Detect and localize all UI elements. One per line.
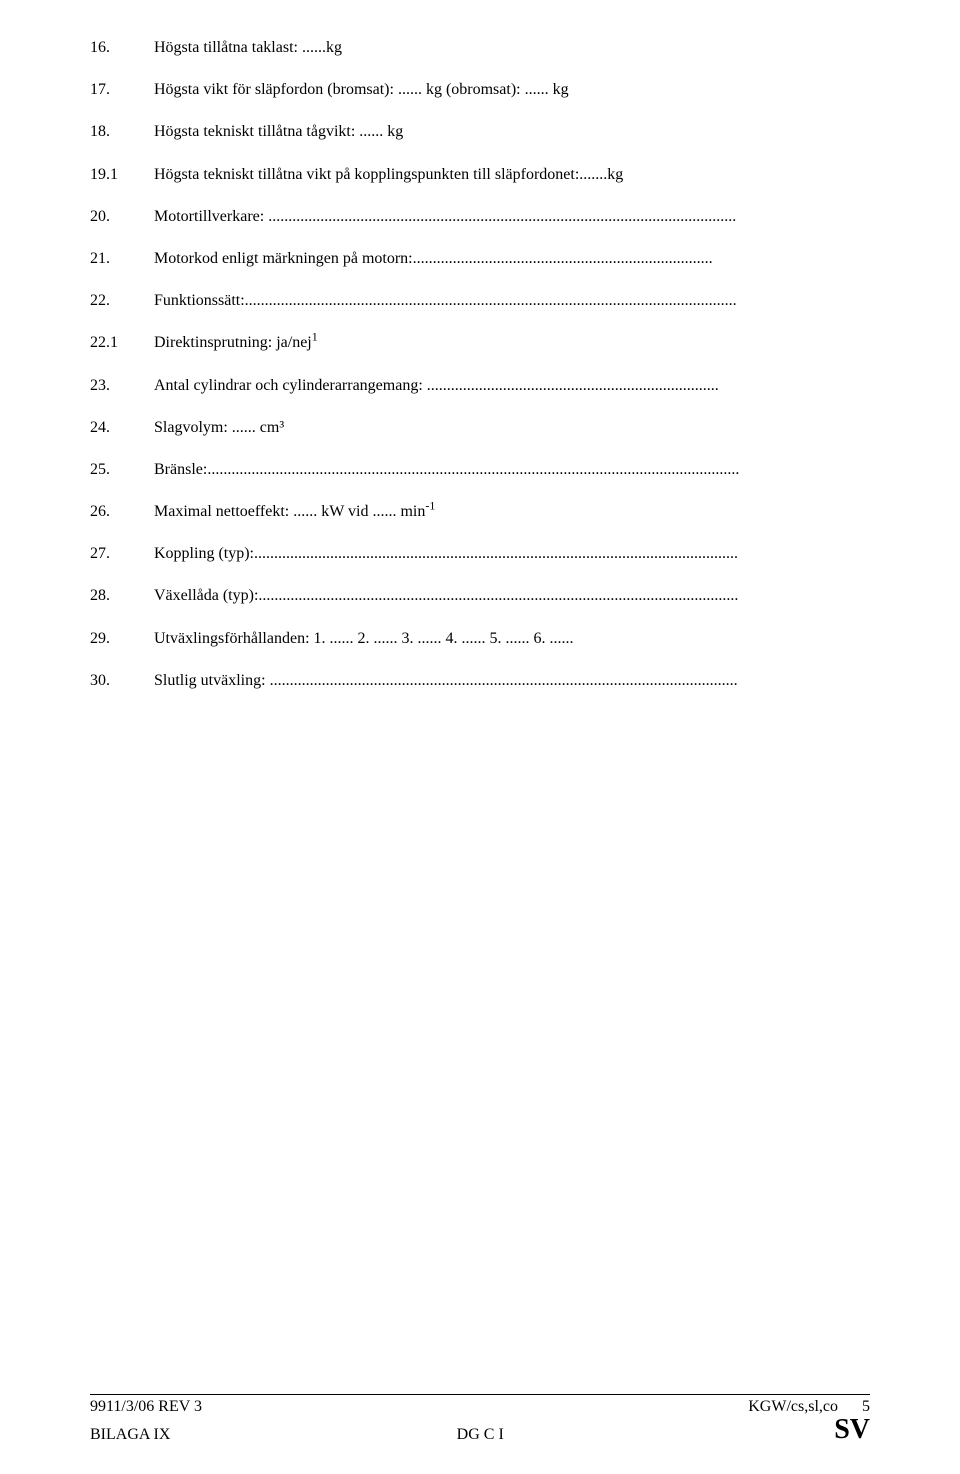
entry-number: 22. [90,289,154,312]
entries-list: 16.Högsta tillåtna taklast: ......kg17.H… [90,36,870,692]
entry-text: Antal cylindrar och cylinderarrangemang:… [154,374,870,397]
entry-number: 18. [90,120,154,143]
entry-text: Direktinsprutning: ja/nej1 [154,331,870,354]
list-item: 29.Utväxlingsförhållanden: 1. ...... 2. … [90,627,870,650]
entry-text: Högsta tekniskt tillåtna tågvikt: ......… [154,120,870,143]
footer-divider [90,1394,870,1395]
list-item: 19.1Högsta tekniskt tillåtna vikt på kop… [90,163,870,186]
entry-number: 27. [90,542,154,565]
list-item: 27.Koppling (typ):......................… [90,542,870,565]
entry-text: Växellåda (typ):........................… [154,584,870,607]
entry-number: 24. [90,416,154,439]
entry-text: Högsta tekniskt tillåtna vikt på kopplin… [154,163,870,186]
page-footer: 9911/3/06 REV 3 KGW/cs,sl,co 5 BILAGA IX… [90,1394,870,1444]
entry-number: 20. [90,205,154,228]
entry-number: 21. [90,247,154,270]
list-item: 22.Funktionssätt:.......................… [90,289,870,312]
list-item: 28.Växellåda (typ):.....................… [90,584,870,607]
footer-ref: 9911/3/06 REV 3 [90,1398,202,1416]
entry-number: 30. [90,669,154,692]
list-item: 18.Högsta tekniskt tillåtna tågvikt: ...… [90,120,870,143]
entry-number: 22.1 [90,331,154,354]
entry-number: 16. [90,36,154,59]
list-item: 24.Slagvolym: ...... cm³ [90,416,870,439]
list-item: 20.Motortillverkare: ...................… [90,205,870,228]
list-item: 21.Motorkod enligt märkningen på motorn:… [90,247,870,270]
entry-number: 23. [90,374,154,397]
list-item: 26.Maximal nettoeffekt: ...... kW vid ..… [90,500,870,523]
entry-text: Motorkod enligt märkningen på motorn:...… [154,247,870,270]
list-item: 22.1Direktinsprutning: ja/nej1 [90,331,870,354]
list-item: 25.Bränsle:.............................… [90,458,870,481]
entry-number: 19.1 [90,163,154,186]
entry-number: 17. [90,78,154,101]
entry-text: Slagvolym: ...... cm³ [154,416,870,439]
entry-text: Bränsle:................................… [154,458,870,481]
entry-text: Motortillverkare: ......................… [154,205,870,228]
entry-number: 28. [90,584,154,607]
list-item: 30.Slutlig utväxling: ..................… [90,669,870,692]
entry-text: Högsta vikt för släpfordon (bromsat): ..… [154,78,870,101]
list-item: 17.Högsta vikt för släpfordon (bromsat):… [90,78,870,101]
entry-text: Högsta tillåtna taklast: ......kg [154,36,870,59]
entry-number: 29. [90,627,154,650]
entry-text: Maximal nettoeffekt: ...... kW vid .....… [154,500,870,523]
entry-text: Utväxlingsförhållanden: 1. ...... 2. ...… [154,627,870,650]
entry-text: Koppling (typ):.........................… [154,542,870,565]
entry-number: 26. [90,500,154,523]
footer-code: KGW/cs,sl,co [748,1398,838,1416]
list-item: 16.Högsta tillåtna taklast: ......kg [90,36,870,59]
footer-lang: SV [834,1414,870,1445]
list-item: 23.Antal cylindrar och cylinderarrangema… [90,374,870,397]
entry-text: Slutlig utväxling: .....................… [154,669,870,692]
footer-dept: DG C I [170,1426,790,1444]
entry-number: 25. [90,458,154,481]
document-page: 16.Högsta tillåtna taklast: ......kg17.H… [0,0,960,1474]
footer-annex: BILAGA IX [90,1426,170,1444]
entry-text: Funktionssätt:..........................… [154,289,870,312]
